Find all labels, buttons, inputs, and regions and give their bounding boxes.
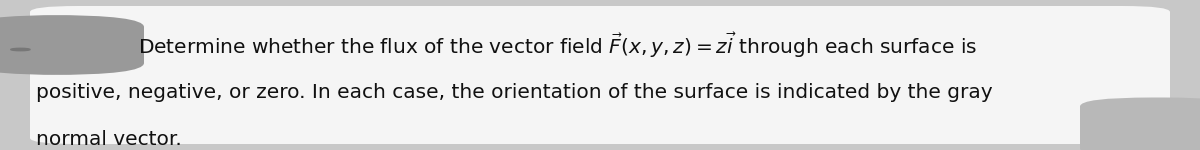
FancyBboxPatch shape (30, 6, 1170, 144)
Text: normal vector.: normal vector. (36, 130, 181, 149)
FancyBboxPatch shape (1080, 98, 1200, 150)
Text: Determine whether the flux of the vector field $\vec{F}(x, y, z) = z\vec{i}$ thr: Determine whether the flux of the vector… (138, 30, 977, 60)
Text: positive, negative, or zero. In each case, the orientation of the surface is ind: positive, negative, or zero. In each cas… (36, 84, 992, 102)
FancyBboxPatch shape (0, 15, 144, 75)
Circle shape (11, 48, 30, 51)
